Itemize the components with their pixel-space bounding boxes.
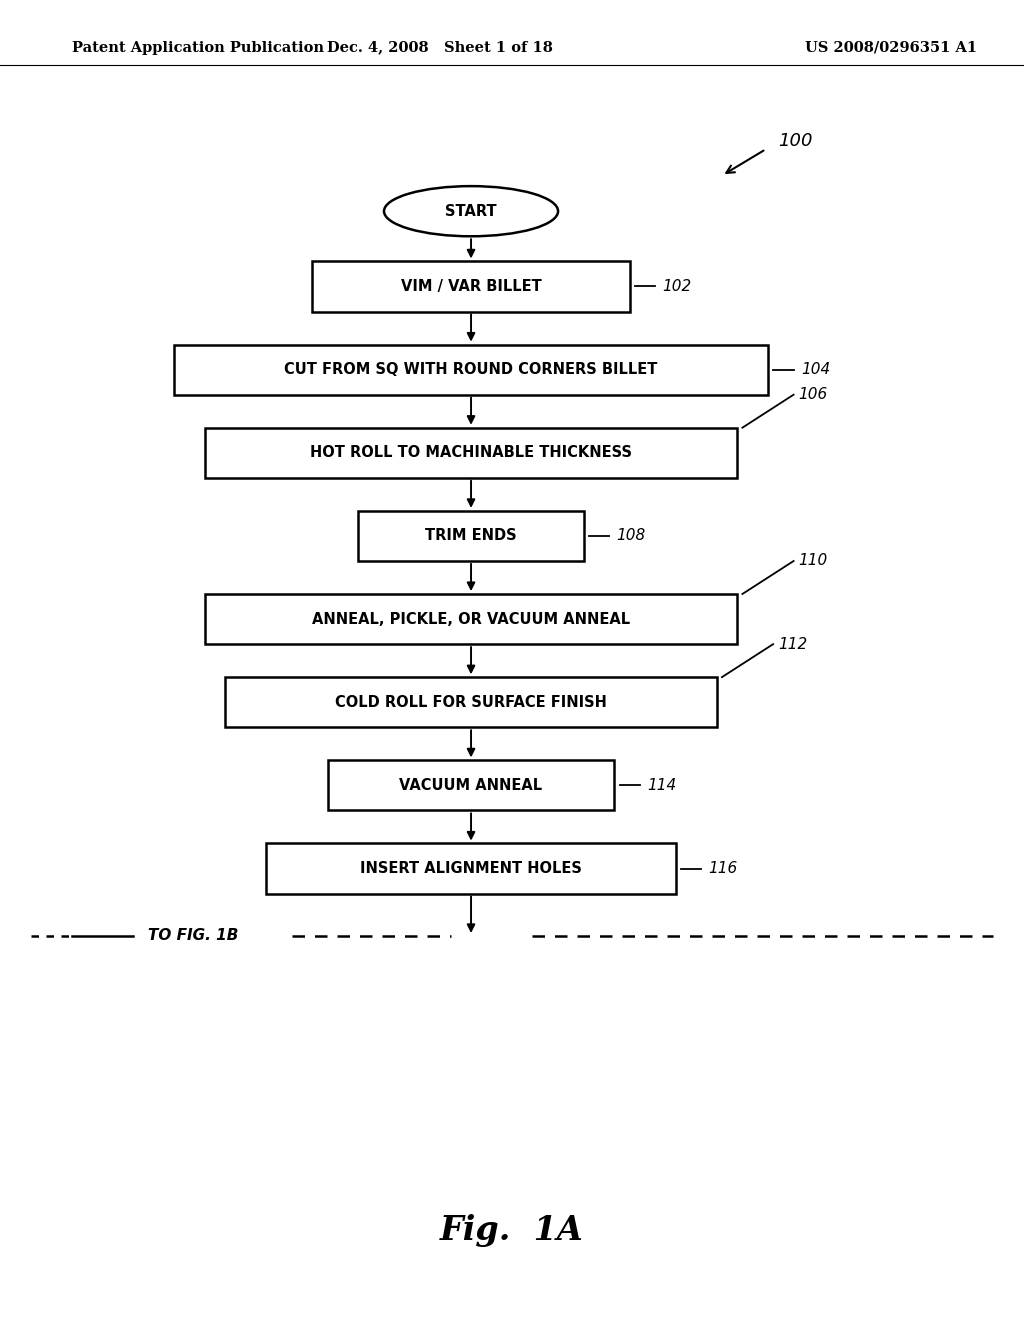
Text: 114: 114 xyxy=(647,777,677,793)
FancyBboxPatch shape xyxy=(328,760,614,810)
FancyBboxPatch shape xyxy=(266,843,676,894)
Text: 100: 100 xyxy=(778,132,813,150)
Text: VIM / VAR BILLET: VIM / VAR BILLET xyxy=(400,279,542,294)
Text: COLD ROLL FOR SURFACE FINISH: COLD ROLL FOR SURFACE FINISH xyxy=(335,694,607,710)
FancyBboxPatch shape xyxy=(312,261,630,312)
FancyBboxPatch shape xyxy=(205,428,737,478)
FancyBboxPatch shape xyxy=(225,677,717,727)
Text: INSERT ALIGNMENT HOLES: INSERT ALIGNMENT HOLES xyxy=(360,861,582,876)
Text: 106: 106 xyxy=(799,387,828,403)
Text: 104: 104 xyxy=(801,362,830,378)
Text: ANNEAL, PICKLE, OR VACUUM ANNEAL: ANNEAL, PICKLE, OR VACUUM ANNEAL xyxy=(312,611,630,627)
Text: TO FIG. 1B: TO FIG. 1B xyxy=(148,928,239,944)
Text: Dec. 4, 2008   Sheet 1 of 18: Dec. 4, 2008 Sheet 1 of 18 xyxy=(328,41,553,54)
Text: CUT FROM SQ WITH ROUND CORNERS BILLET: CUT FROM SQ WITH ROUND CORNERS BILLET xyxy=(285,362,657,378)
Text: US 2008/0296351 A1: US 2008/0296351 A1 xyxy=(805,41,977,54)
Text: VACUUM ANNEAL: VACUUM ANNEAL xyxy=(399,777,543,793)
Text: START: START xyxy=(445,203,497,219)
Text: Patent Application Publication: Patent Application Publication xyxy=(72,41,324,54)
Text: 108: 108 xyxy=(616,528,646,544)
Text: 110: 110 xyxy=(799,553,828,569)
Text: TRIM ENDS: TRIM ENDS xyxy=(425,528,517,544)
FancyBboxPatch shape xyxy=(205,594,737,644)
Ellipse shape xyxy=(384,186,558,236)
FancyBboxPatch shape xyxy=(174,345,768,395)
Text: Fig.  1A: Fig. 1A xyxy=(440,1214,584,1246)
Text: 116: 116 xyxy=(709,861,738,876)
Text: 112: 112 xyxy=(778,636,808,652)
Text: HOT ROLL TO MACHINABLE THICKNESS: HOT ROLL TO MACHINABLE THICKNESS xyxy=(310,445,632,461)
FancyBboxPatch shape xyxy=(358,511,584,561)
Text: 102: 102 xyxy=(663,279,692,294)
